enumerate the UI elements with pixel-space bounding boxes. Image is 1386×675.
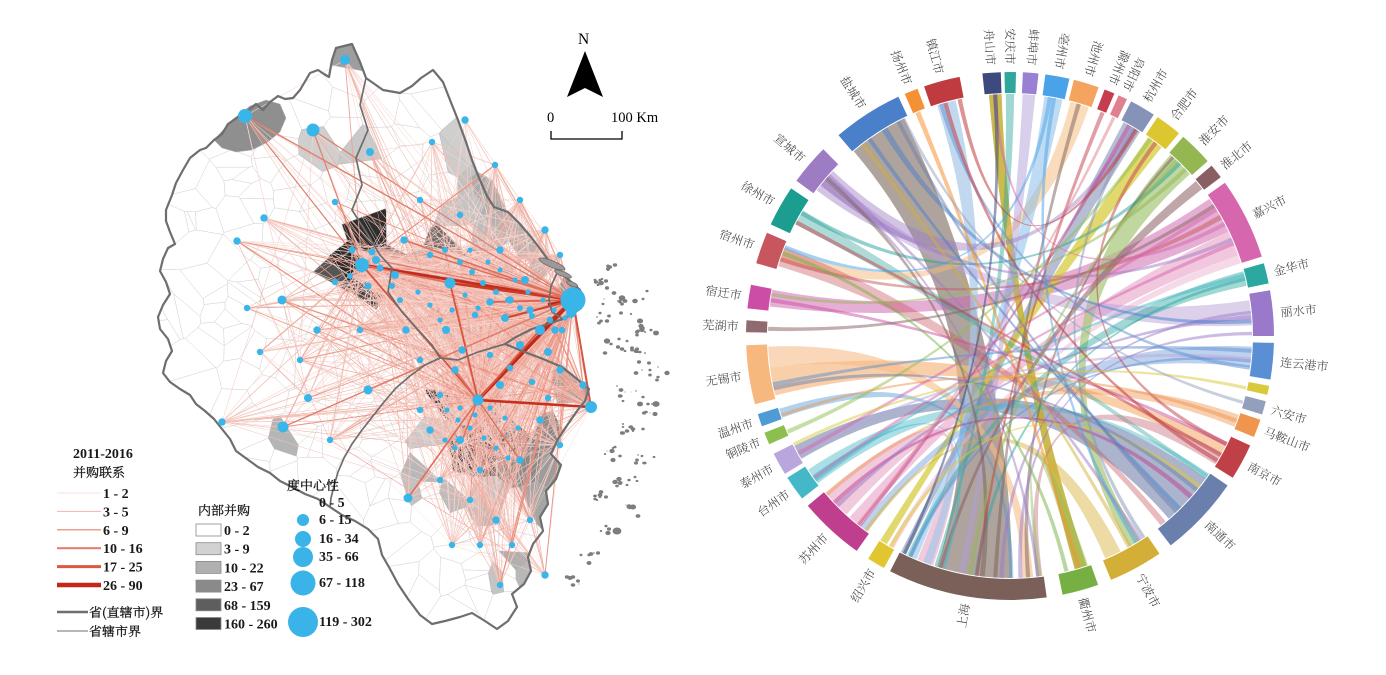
svg-text:119 - 302: 119 - 302 [319,615,372,630]
svg-text:68 - 159: 68 - 159 [224,599,271,614]
svg-text:0: 0 [547,110,554,126]
svg-text:6 - 9: 6 - 9 [103,524,129,539]
svg-text:17 - 25: 17 - 25 [103,561,143,576]
svg-text:2011-2016: 2011-2016 [73,447,133,462]
svg-text:160 - 260: 160 - 260 [224,618,278,633]
svg-text:0 - 5: 0 - 5 [319,496,345,511]
svg-text:67 - 118: 67 - 118 [319,576,365,591]
svg-text:6 - 15: 6 - 15 [319,513,352,528]
svg-text:100 Km: 100 Km [611,110,659,126]
svg-text:3 - 9: 3 - 9 [224,543,250,558]
svg-text:10 - 22: 10 - 22 [224,561,264,576]
svg-text:N: N [578,31,589,48]
svg-text:3 - 5: 3 - 5 [103,505,129,520]
svg-text:23 - 67: 23 - 67 [224,580,264,595]
svg-text:26 - 90: 26 - 90 [103,579,143,594]
svg-text:16 - 34: 16 - 34 [319,532,359,547]
svg-text:0 - 2: 0 - 2 [224,524,250,539]
svg-text:1 - 2: 1 - 2 [103,487,129,502]
svg-text:10 - 16: 10 - 16 [103,542,143,557]
svg-text:35 - 66: 35 - 66 [319,550,359,565]
